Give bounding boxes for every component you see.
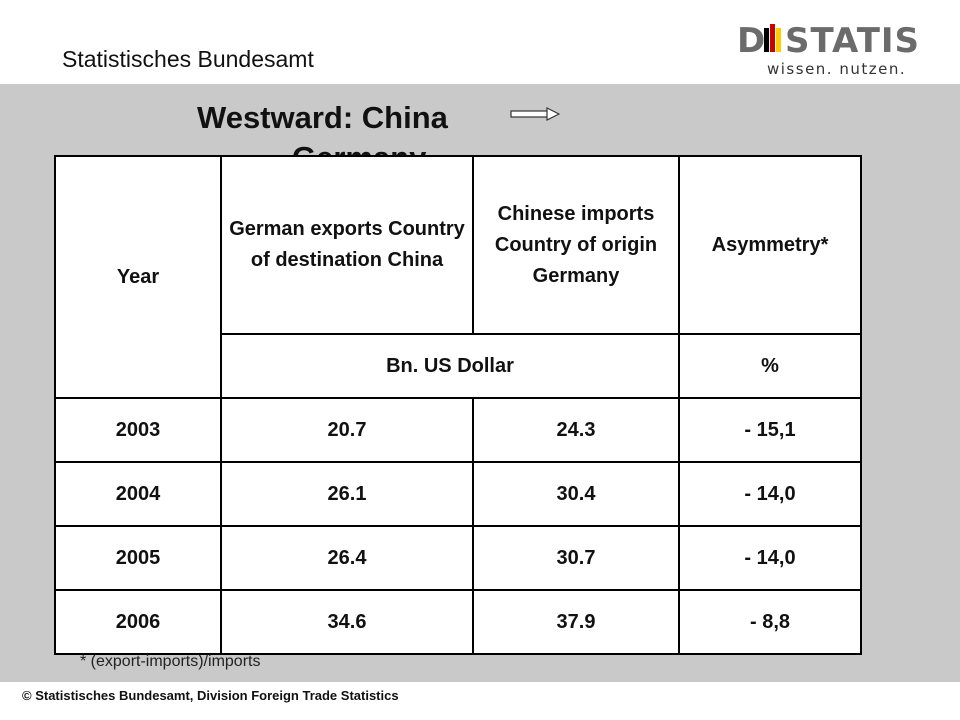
title-line-1: Westward: China bbox=[197, 100, 448, 135]
svg-text:STATIS: STATIS bbox=[785, 21, 920, 61]
header-chinese-imports: Chinese imports Country of origin German… bbox=[472, 155, 680, 335]
header-bar: Statistisches Bundesamt D STATIS wissen.… bbox=[0, 0, 960, 84]
cell-imports: 37.9 bbox=[472, 589, 680, 655]
cell-asymmetry: - 8,8 bbox=[678, 589, 862, 655]
cell-exports: 26.4 bbox=[220, 525, 474, 591]
cell-year: 2006 bbox=[54, 589, 222, 655]
organization-name: Statistisches Bundesamt bbox=[62, 46, 314, 72]
table-unit-row: Bn. US Dollar % bbox=[55, 333, 862, 399]
cell-exports: 34.6 bbox=[220, 589, 474, 655]
cell-exports: 20.7 bbox=[220, 397, 474, 463]
table-header-row: Year German exports Country of destinati… bbox=[54, 155, 862, 399]
cell-imports: 30.7 bbox=[472, 525, 680, 591]
unit-currency: Bn. US Dollar bbox=[220, 333, 680, 399]
destatis-logo: D STATIS wissen. nutzen. bbox=[737, 18, 937, 78]
trade-asymmetry-table: Year German exports Country of destinati… bbox=[54, 155, 862, 655]
footnote: * (export-imports)/imports bbox=[80, 653, 261, 670]
table-row: 2004 26.1 30.4 - 14,0 bbox=[54, 461, 862, 527]
cell-imports: 24.3 bbox=[472, 397, 680, 463]
table-row: 2003 20.7 24.3 - 15,1 bbox=[54, 397, 862, 463]
logo-tagline: wissen. nutzen. bbox=[767, 60, 907, 78]
copyright-bar: © Statistisches Bundesamt, Division Fore… bbox=[0, 682, 960, 720]
table-row: 2006 34.6 37.9 - 8,8 bbox=[54, 589, 862, 655]
right-arrow-icon bbox=[510, 107, 560, 121]
cell-asymmetry: - 14,0 bbox=[678, 525, 862, 591]
destatis-logo-graphic: D STATIS bbox=[737, 21, 920, 61]
cell-asymmetry: - 15,1 bbox=[678, 397, 862, 463]
table-row: 2005 26.4 30.7 - 14,0 bbox=[54, 525, 862, 591]
header-asymmetry: Asymmetry* bbox=[678, 155, 862, 335]
cell-year: 2004 bbox=[54, 461, 222, 527]
unit-percent: % bbox=[678, 333, 862, 399]
header-year: Year bbox=[54, 155, 222, 399]
cell-asymmetry: - 14,0 bbox=[678, 461, 862, 527]
cell-imports: 30.4 bbox=[472, 461, 680, 527]
cell-year: 2005 bbox=[54, 525, 222, 591]
cell-exports: 26.1 bbox=[220, 461, 474, 527]
cell-year: 2003 bbox=[54, 397, 222, 463]
svg-text:D: D bbox=[737, 21, 766, 61]
copyright-text: © Statistisches Bundesamt, Division Fore… bbox=[22, 688, 399, 703]
slide-title: Westward: China Germany bbox=[197, 96, 557, 175]
header-german-exports: German exports Country of destination Ch… bbox=[220, 155, 474, 335]
